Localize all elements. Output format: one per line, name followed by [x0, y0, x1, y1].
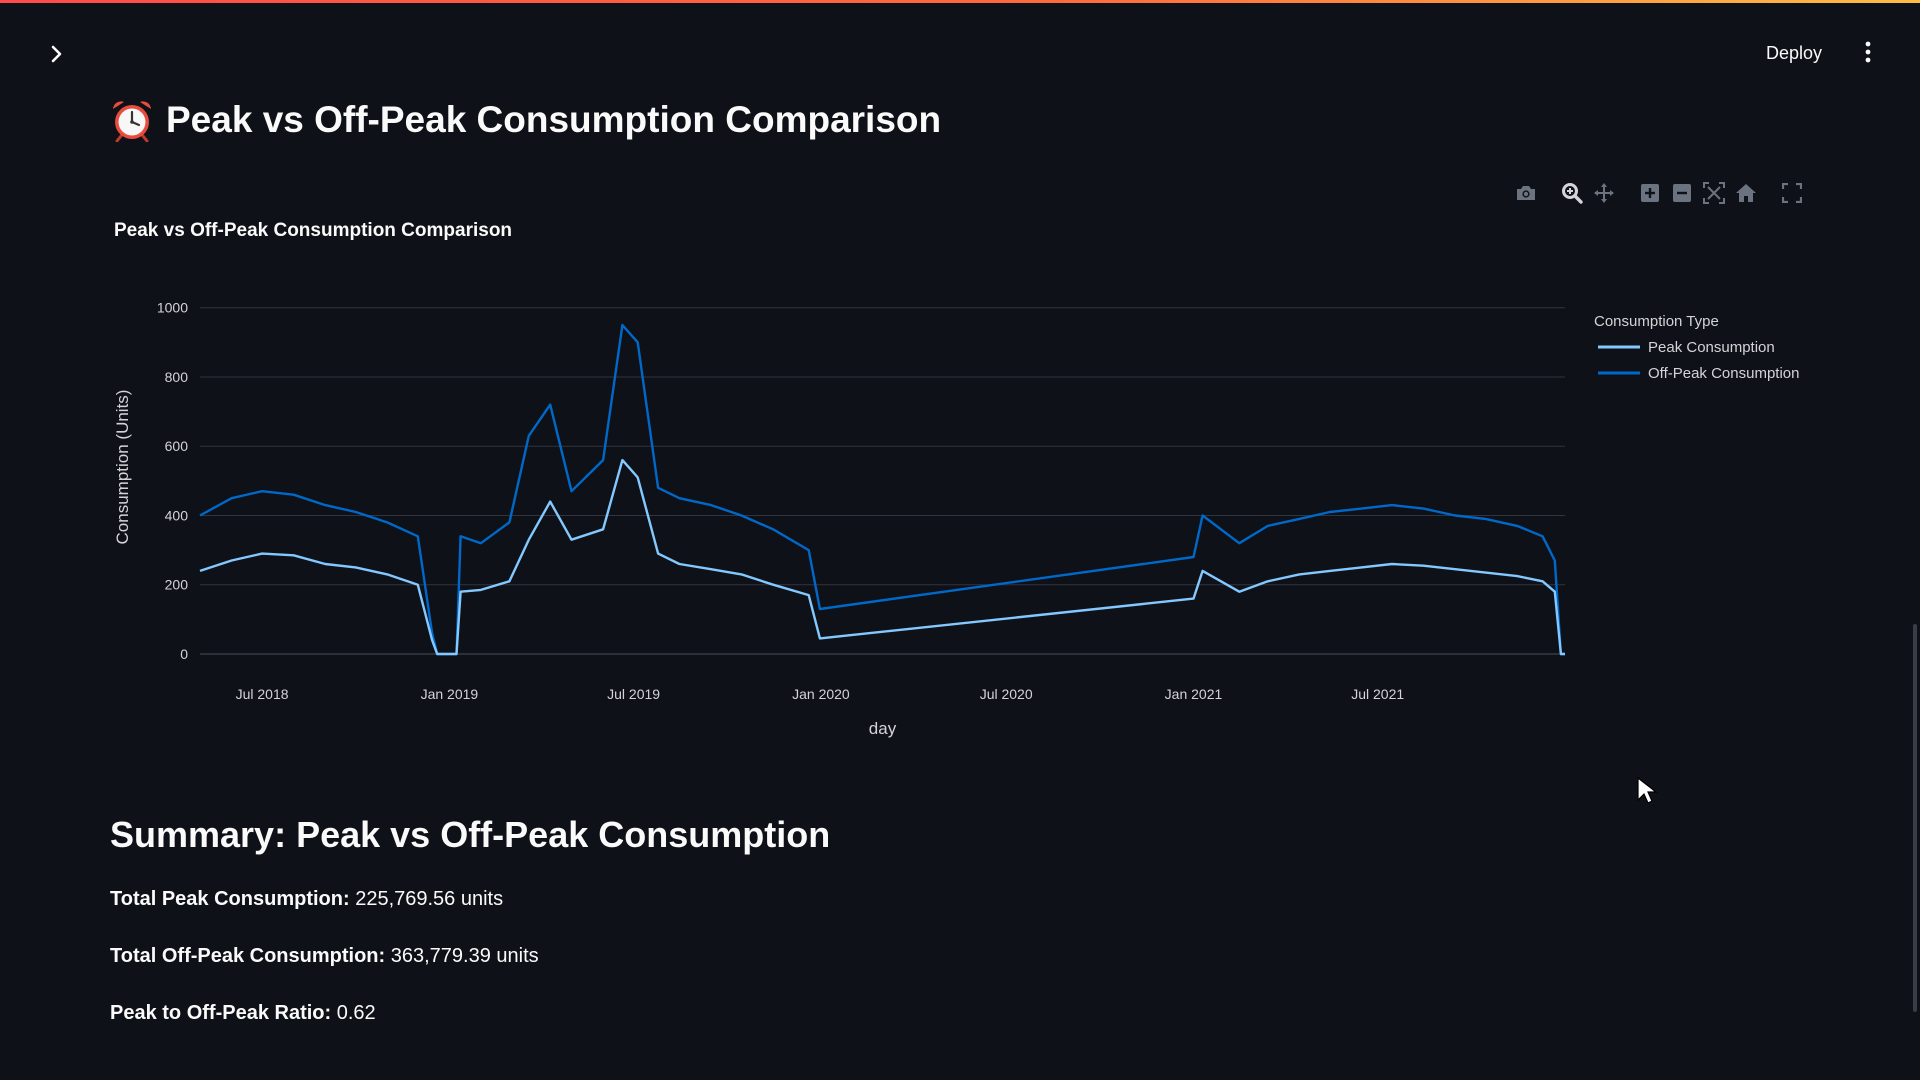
- zoom-icon: [1562, 183, 1583, 204]
- fullscreen-icon: [1782, 183, 1802, 203]
- series-line-peak: [199, 458, 1565, 656]
- chart-gridlines: [200, 307, 1565, 655]
- zoom-in-button[interactable]: [1638, 181, 1662, 205]
- summary-title: Summary: Peak vs Off-Peak Consumption: [110, 814, 831, 855]
- top-accent-bar: [0, 0, 1920, 3]
- zoom-out-icon: [1673, 184, 1691, 202]
- y-tick-label: 200: [165, 577, 189, 593]
- y-tick-label: 0: [180, 646, 188, 662]
- x-tick-label: Jul 2020: [980, 686, 1033, 702]
- series-line-off-peak: [199, 323, 1565, 656]
- mouse-pointer-icon: [1637, 776, 1658, 804]
- total-peak-stat: Total Peak Consumption: 225,769.56 units: [110, 888, 503, 911]
- home-icon: [1736, 184, 1756, 202]
- chart-legend: Consumption Type Peak Consumption Off-Pea…: [1594, 313, 1799, 382]
- ratio-label: Peak to Off-Peak Ratio:: [110, 1002, 332, 1024]
- page-title: Peak vs Off-Peak Consumption Comparison: [110, 98, 941, 142]
- camera-icon: [1517, 186, 1535, 200]
- legend-title: Consumption Type: [1594, 313, 1719, 330]
- chart-title: Peak vs Off-Peak Consumption Comparison: [114, 220, 512, 241]
- autoscale-button[interactable]: [1702, 181, 1726, 205]
- x-tick-label: Jan 2020: [792, 686, 850, 702]
- alarm-clock-icon: [110, 98, 154, 142]
- zoom-out-button[interactable]: [1670, 181, 1694, 205]
- fullscreen-button[interactable]: [1780, 181, 1804, 205]
- x-tick-label: Jan 2019: [421, 686, 479, 702]
- page-scrollbar[interactable]: [1913, 624, 1917, 1012]
- total-peak-value: 225,769.56 units: [355, 888, 504, 910]
- chart-modebar: [1510, 180, 1808, 206]
- total-peak-label: Total Peak Consumption:: [110, 888, 350, 910]
- ratio-stat: Peak to Off-Peak Ratio: 0.62: [110, 1002, 376, 1025]
- y-tick-label: 1000: [157, 300, 188, 316]
- main-menu-button[interactable]: [1856, 35, 1880, 69]
- sidebar-toggle-button[interactable]: [42, 39, 72, 69]
- x-axis-ticks: Jul 2018 Jan 2019 Jul 2019 Jan 2020 Jul 2020…: [236, 686, 1405, 702]
- legend-item-label[interactable]: Off-Peak Consumption: [1648, 365, 1799, 382]
- ratio-value: 0.62: [336, 1002, 376, 1024]
- y-tick-label: 400: [165, 507, 189, 523]
- consumption-line-chart[interactable]: Peak vs Off-Peak Consumption Comparison …: [100, 170, 1820, 750]
- page-title-text: Peak vs Off-Peak Consumption Comparison: [166, 99, 942, 140]
- y-axis-ticks: 0 200 400 600 800 1000: [157, 300, 188, 662]
- x-tick-label: Jul 2019: [607, 686, 660, 702]
- total-offpeak-stat: Total Off-Peak Consumption: 363,779.39 u…: [110, 945, 539, 968]
- y-tick-label: 600: [165, 438, 189, 454]
- autoscale-icon: [1703, 182, 1725, 204]
- pan-icon: [1594, 183, 1614, 203]
- total-offpeak-value: 363,779.39 units: [390, 945, 539, 967]
- total-offpeak-label: Total Off-Peak Consumption:: [110, 945, 386, 967]
- chart-series: [199, 323, 1565, 656]
- pan-button[interactable]: [1592, 181, 1616, 205]
- zoom-in-icon: [1641, 184, 1659, 202]
- app-header: Deploy: [0, 3, 1920, 99]
- x-tick-label: Jan 2021: [1165, 686, 1223, 702]
- download-png-button[interactable]: [1514, 181, 1538, 205]
- deploy-button[interactable]: Deploy: [1762, 37, 1826, 69]
- zoom-button[interactable]: [1560, 181, 1584, 205]
- chevron-right-icon: [51, 45, 62, 63]
- legend-item-label[interactable]: Peak Consumption: [1648, 339, 1775, 356]
- y-tick-label: 800: [165, 369, 189, 385]
- y-axis-label: Consumption (Units): [113, 390, 132, 545]
- x-tick-label: Jul 2018: [236, 686, 289, 702]
- x-axis-label: day: [869, 719, 897, 738]
- x-tick-label: Jul 2021: [1351, 686, 1404, 702]
- reset-axes-button[interactable]: [1734, 181, 1758, 205]
- more-vertical-icon: [1865, 41, 1871, 63]
